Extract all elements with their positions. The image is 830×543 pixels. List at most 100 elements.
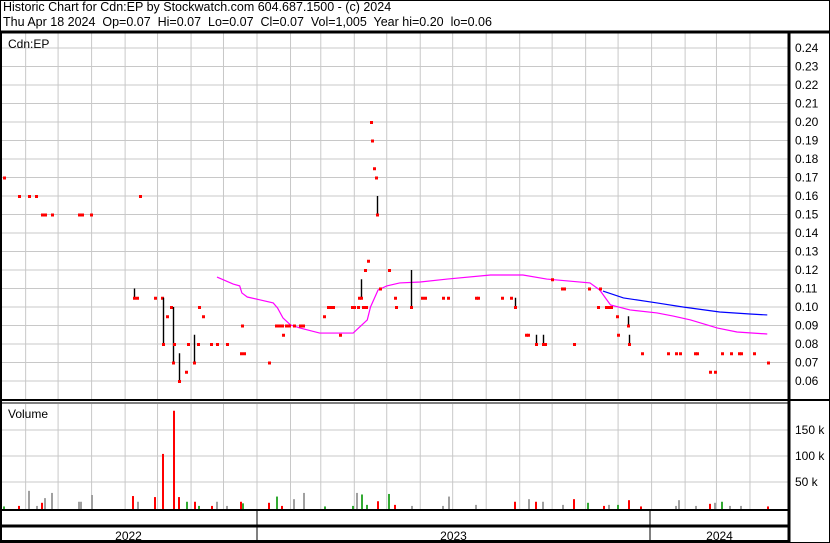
volume-bar [226,505,228,509]
price-close-dot [410,306,413,309]
price-dot [35,195,38,198]
chart-title: Historic Chart for Cdn:EP by Stockwatch.… [3,0,392,14]
volume-bar [352,505,354,509]
volume-bar [78,501,80,509]
year-label: 2024 [706,529,733,543]
volume-bar [640,506,642,509]
price-dot [371,139,374,143]
quote-summary: Thu Apr 18 2024 Op=0.07 Hi=0.07 Lo=0.07 … [3,15,492,29]
price-close-dot [535,343,538,346]
volume-bar [535,501,537,509]
volume-bar [18,505,20,509]
price-dot [694,352,697,356]
price-dot [475,296,478,300]
volume-bar [173,410,175,509]
price-dot [394,296,397,300]
price-dot [364,269,367,272]
volume-bar [729,505,731,509]
volume-panel-label: Volume [8,407,48,421]
volume-bar [678,500,680,509]
volume-bar [721,501,723,509]
price-dot [202,315,205,319]
volume-bar [80,501,82,509]
price-dot [501,296,504,300]
price-tick-label: 0.20 [795,115,819,129]
volume-bar [475,504,477,509]
price-dot [544,343,547,346]
price-dot [740,352,743,356]
price-dot [41,213,44,217]
volume-bar [3,506,5,509]
volume-bar [91,495,93,509]
price-dot [81,213,84,217]
price-dot [696,352,699,356]
volume-bar [194,501,196,509]
price-tick-label: 0.18 [795,152,819,166]
price-dot [477,296,480,300]
price-dot [675,352,678,356]
volume-bar [198,505,200,509]
price-dot [166,315,169,319]
price-dot [185,370,188,374]
volume-bar [562,504,564,509]
volume-bar [617,504,619,509]
price-tick-label: 0.11 [795,282,818,296]
price-close-dot [628,343,631,346]
price-dot [365,306,368,309]
price-dot [226,343,229,346]
price-dot [424,296,427,300]
price-dot [173,343,176,346]
volume-bar [442,505,444,509]
price-close-dot [162,343,165,346]
volume-bar [51,492,53,509]
price-dot [709,370,712,374]
price-dot [170,306,173,309]
price-dot [641,352,644,356]
volume-bar [740,505,742,509]
grid [0,33,789,509]
price-tick-label: 0.23 [795,60,819,74]
price-marks [3,121,770,383]
price-dot [616,315,619,319]
price-dot [573,343,576,346]
volume-bar [178,497,180,509]
price-dot [525,333,528,337]
volume-bar [675,505,677,509]
price-dot [332,306,335,309]
price-dot [78,213,81,217]
volume-bar [714,502,716,509]
price-close-dot [376,213,379,217]
price-dot [154,296,157,300]
volume-bar [709,503,711,509]
volume-bar [44,498,46,509]
price-dot [288,324,291,328]
volume-bar [137,501,139,509]
price-dot [442,296,445,300]
price-close-dot [514,306,517,309]
price-dot [3,176,6,180]
price-dot [738,352,741,356]
volume-bar [303,492,305,509]
volume-bar [268,502,270,509]
price-close-dot [178,380,181,383]
volume-bar [608,504,610,509]
price-dot [44,213,47,217]
volume-bar [293,499,295,509]
price-dot [18,195,21,198]
volume-bar [628,500,630,509]
volume-bar [394,504,396,509]
price-dot [357,306,360,309]
price-close-dot [133,296,136,300]
price-dot [714,370,717,374]
price-dot [375,176,378,180]
price-panel-label: Cdn:EP [8,37,49,51]
volume-bar [767,506,769,509]
price-dot [187,343,190,346]
price-dot [351,306,354,309]
price-dot [241,324,244,328]
volume-bar [36,505,38,509]
volume-bar [695,505,697,509]
price-dot [353,306,356,309]
price-dot [605,306,608,309]
